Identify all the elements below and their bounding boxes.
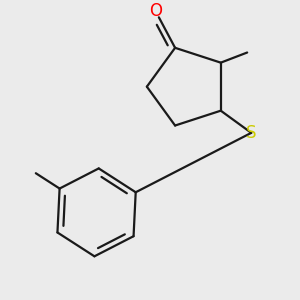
Text: O: O — [149, 2, 162, 20]
Text: S: S — [246, 124, 256, 142]
